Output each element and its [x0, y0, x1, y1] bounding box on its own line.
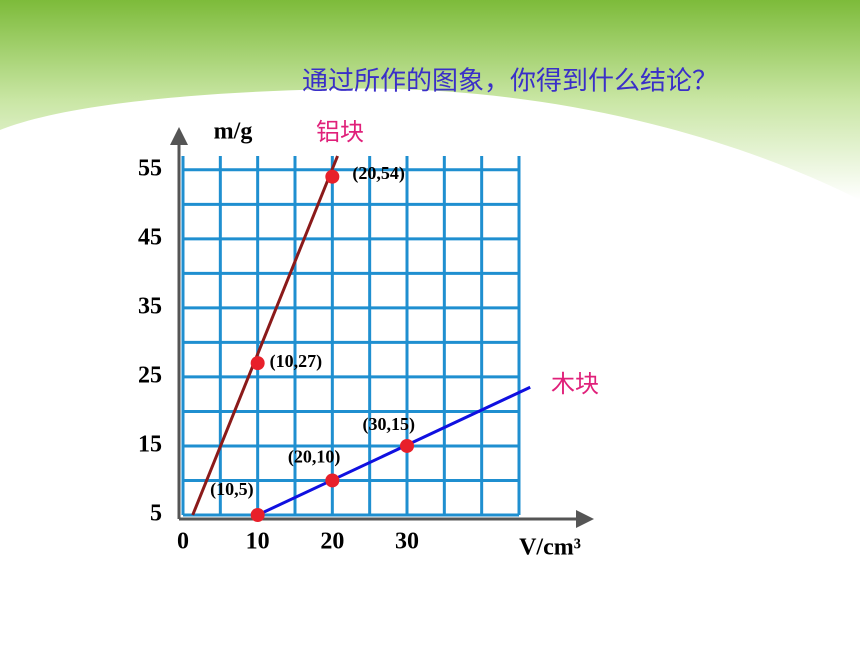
- point-label: (20,10): [288, 447, 341, 468]
- x-tick-label: 30: [395, 529, 419, 555]
- fit-line: [257, 385, 531, 517]
- series-name: 木块: [551, 370, 599, 398]
- series-name: 铝块: [316, 118, 364, 146]
- point-label: (10,5): [210, 479, 254, 500]
- plot: 5 15 25 35 45 55 0 10 20 30 (10,27) (20,54) 铝块 (10,5)…: [138, 118, 599, 555]
- point-label: (10,27): [270, 351, 323, 372]
- x-axis-label: V/cm³: [519, 535, 581, 561]
- x-tick-label: 20: [320, 529, 344, 555]
- data-point: [400, 438, 414, 453]
- point-label: (30,15): [363, 414, 416, 435]
- fit-line: [191, 155, 339, 516]
- x-tick-label: 10: [246, 529, 270, 555]
- y-tick-label: 55: [138, 155, 162, 181]
- y-tick-label: 35: [138, 293, 162, 319]
- data-point: [325, 473, 340, 488]
- data-point: [325, 169, 340, 184]
- y-tick-label: 25: [138, 362, 162, 388]
- data-point: [250, 356, 265, 371]
- y-tick-label: 5: [150, 501, 162, 527]
- y-axis-label: m/g: [214, 119, 253, 145]
- y-tick-label: 45: [138, 224, 162, 250]
- data-point: [250, 508, 265, 522]
- x-tick-label: 0: [177, 529, 189, 555]
- chart-title: 通过所作的图象，你得到什么结论？: [302, 67, 718, 97]
- y-tick-label: 15: [138, 431, 162, 457]
- background-band: [0, 0, 860, 200]
- point-label: (20,54): [352, 163, 405, 184]
